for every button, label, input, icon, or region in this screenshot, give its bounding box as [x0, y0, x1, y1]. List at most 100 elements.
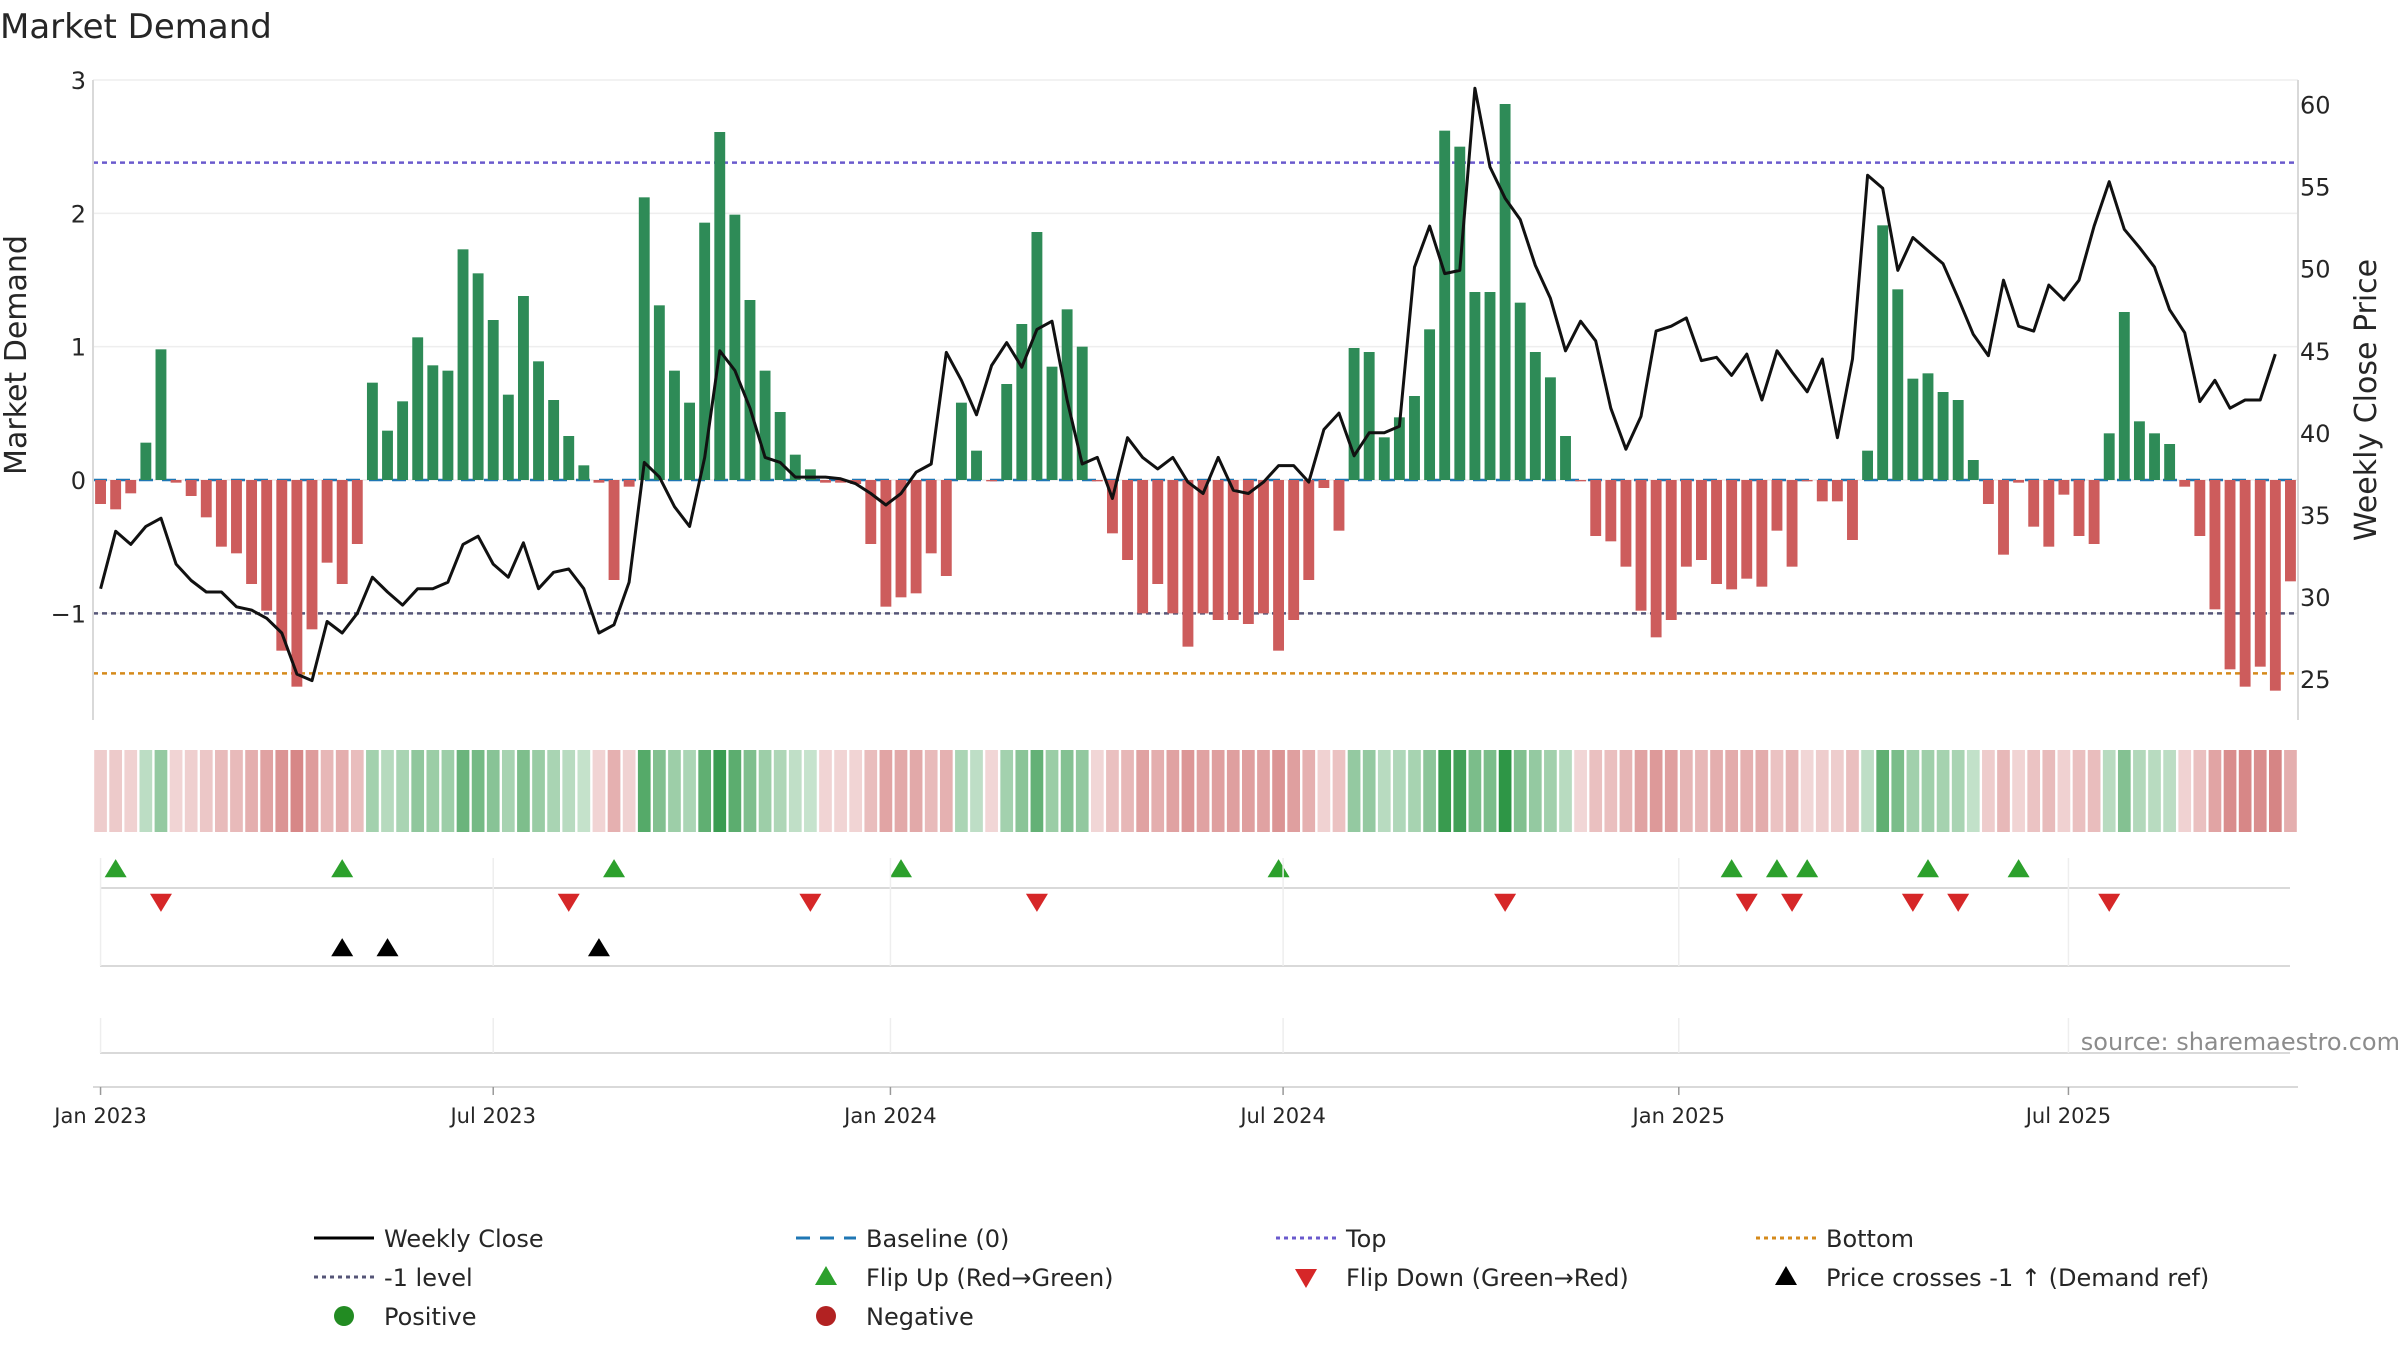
price-cross-marker — [331, 938, 354, 957]
legend-item: Negative — [816, 1303, 974, 1331]
legend-swatch-triangle-up — [1775, 1266, 1797, 1285]
heat-cell — [1906, 750, 1920, 832]
demand-bar — [1484, 292, 1496, 480]
legend-label: Baseline (0) — [866, 1225, 1009, 1253]
demand-bar — [2194, 480, 2206, 536]
legend-label: Positive — [384, 1303, 477, 1331]
legend-item: Weekly Close — [314, 1225, 544, 1253]
demand-bar — [593, 480, 605, 483]
flip-down-marker — [1494, 893, 1517, 912]
demand-bar — [1560, 436, 1571, 480]
demand-bar — [1544, 377, 1556, 480]
flip-up-marker — [1720, 859, 1743, 878]
demand-bar — [1318, 480, 1330, 488]
demand-bar — [1831, 480, 1843, 502]
demand-bar — [1303, 480, 1315, 580]
demand-bar — [1907, 378, 1919, 480]
demand-bar — [714, 132, 726, 480]
heat-cell — [1423, 750, 1436, 832]
legend-label: Weekly Close — [384, 1225, 544, 1253]
heat-cell — [1800, 750, 1814, 832]
heat-cell — [1242, 750, 1255, 832]
demand-bar — [940, 480, 952, 576]
price-cross-marker — [587, 938, 610, 957]
heat-cell — [1453, 750, 1467, 832]
flip-up-marker — [889, 859, 912, 878]
y-tick-right: 60 — [2300, 92, 2331, 120]
heat-cell — [230, 750, 243, 832]
flip-down-marker — [799, 893, 822, 912]
demand-bar — [1454, 146, 1466, 480]
demand-bar — [1076, 346, 1088, 480]
heat-cell — [426, 750, 440, 832]
heat-cell — [939, 750, 953, 832]
heat-cell — [501, 750, 515, 832]
demand-bar — [895, 480, 907, 598]
heat-cell — [788, 750, 802, 832]
flip-down-marker — [1781, 893, 1804, 912]
legend-label: -1 level — [384, 1264, 473, 1292]
demand-bar — [1786, 480, 1798, 567]
demand-bar — [397, 401, 409, 480]
legend-item: Bottom — [1756, 1225, 1914, 1253]
demand-bar — [1982, 480, 1994, 504]
demand-bar — [2179, 480, 2191, 487]
heat-cell — [1815, 750, 1829, 832]
demand-bar — [955, 402, 967, 480]
flip-down-marker — [557, 893, 580, 912]
demand-bar — [1363, 352, 1375, 480]
heat-cell — [456, 750, 470, 832]
demand-bar — [502, 394, 514, 480]
demand-bar — [457, 249, 469, 480]
legend-item: Baseline (0) — [796, 1225, 1009, 1253]
demand-heat-strip — [94, 750, 2297, 832]
demand-bar — [729, 214, 741, 480]
demand-bar — [986, 480, 998, 482]
heat-cell — [139, 750, 153, 832]
legend-swatch-triangle-down — [1295, 1269, 1317, 1288]
legend-swatch-triangle-up — [815, 1266, 837, 1285]
heat-cell — [894, 750, 908, 832]
heat-cell — [2042, 750, 2056, 832]
demand-bar — [1439, 130, 1451, 480]
flip-up-marker — [1796, 859, 1819, 878]
heat-cell — [864, 750, 878, 832]
demand-bar — [1001, 384, 1013, 480]
heat-cell — [804, 750, 817, 832]
demand-bar — [427, 365, 439, 480]
demand-bar — [1726, 480, 1738, 590]
demand-bar — [1031, 232, 1043, 480]
demand-bar — [578, 465, 590, 480]
demand-bar — [1575, 480, 1587, 482]
y-tick-right: 45 — [2300, 338, 2331, 366]
heat-cell — [2208, 750, 2222, 832]
demand-bar — [1378, 437, 1390, 480]
legend-item: Flip Up (Red→Green) — [815, 1264, 1114, 1292]
heat-cell — [592, 750, 606, 832]
demand-bar — [1182, 480, 1194, 647]
x-tick-label: Jan 2023 — [52, 1104, 147, 1128]
heat-cell — [1513, 750, 1527, 832]
demand-bar — [1499, 104, 1511, 480]
heat-cell — [2163, 750, 2176, 832]
heat-cell — [1060, 750, 1074, 832]
y-tick-left: 3 — [71, 67, 86, 95]
demand-bar — [2254, 480, 2266, 667]
heat-cell — [215, 750, 228, 832]
x-tick-label: Jan 2024 — [842, 1104, 937, 1128]
heat-cell — [713, 750, 727, 832]
heat-cell — [1362, 750, 1376, 832]
y-tick-left: 1 — [71, 334, 86, 362]
demand-bar — [850, 480, 862, 484]
demand-bar — [2224, 480, 2236, 670]
heat-cell — [1710, 750, 1723, 832]
demand-bar — [744, 300, 756, 480]
demand-bar — [1152, 480, 1164, 584]
heat-cell — [1649, 750, 1663, 832]
heat-cell — [169, 750, 183, 832]
axes: 3 2 1 0 −1 60 55 50 45 40 35 30 25 — [51, 67, 2331, 720]
heat-cell — [743, 750, 757, 832]
demand-bar — [563, 436, 575, 480]
legend-item: Top — [1276, 1225, 1387, 1253]
